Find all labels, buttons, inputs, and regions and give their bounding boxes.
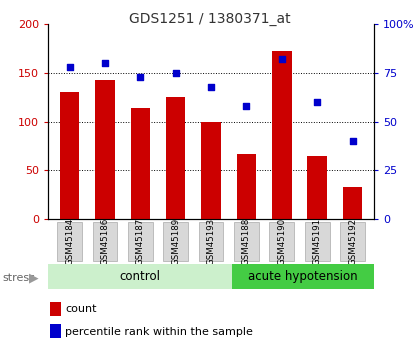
Point — [66, 64, 73, 70]
Text: GSM45189: GSM45189 — [171, 218, 180, 265]
Text: GSM45187: GSM45187 — [136, 218, 145, 265]
Point — [349, 138, 356, 144]
Point — [137, 74, 144, 80]
FancyBboxPatch shape — [163, 223, 188, 261]
Text: GSM45186: GSM45186 — [100, 218, 109, 265]
Point — [314, 99, 320, 105]
Bar — [272, 51, 291, 219]
FancyBboxPatch shape — [340, 223, 365, 261]
Bar — [166, 97, 185, 219]
Text: GSM45188: GSM45188 — [242, 218, 251, 265]
Text: GSM45191: GSM45191 — [313, 218, 322, 265]
Text: GSM45190: GSM45190 — [277, 218, 286, 265]
FancyBboxPatch shape — [128, 223, 153, 261]
Bar — [60, 92, 79, 219]
Bar — [131, 108, 150, 219]
FancyBboxPatch shape — [199, 223, 223, 261]
FancyBboxPatch shape — [269, 223, 294, 261]
Point — [208, 84, 215, 89]
FancyBboxPatch shape — [57, 223, 82, 261]
Text: GSM45193: GSM45193 — [207, 218, 215, 265]
Text: GSM45184: GSM45184 — [65, 218, 74, 265]
FancyBboxPatch shape — [92, 223, 117, 261]
Bar — [201, 122, 221, 219]
Bar — [307, 156, 327, 219]
FancyBboxPatch shape — [48, 264, 232, 289]
Point — [172, 70, 179, 76]
Text: stress: stress — [2, 273, 35, 283]
Text: GDS1251 / 1380371_at: GDS1251 / 1380371_at — [129, 12, 291, 26]
Text: percentile rank within the sample: percentile rank within the sample — [65, 327, 253, 337]
FancyBboxPatch shape — [232, 264, 374, 289]
Bar — [343, 187, 362, 219]
FancyBboxPatch shape — [234, 223, 259, 261]
Text: GSM45192: GSM45192 — [348, 218, 357, 265]
Bar — [95, 80, 115, 219]
Text: acute hypotension: acute hypotension — [248, 270, 358, 283]
Point — [102, 60, 108, 66]
Point — [243, 103, 250, 109]
Bar — [237, 154, 256, 219]
Text: ▶: ▶ — [29, 271, 38, 284]
Text: control: control — [120, 270, 161, 283]
FancyBboxPatch shape — [305, 223, 330, 261]
Text: count: count — [65, 305, 97, 314]
Point — [278, 57, 285, 62]
